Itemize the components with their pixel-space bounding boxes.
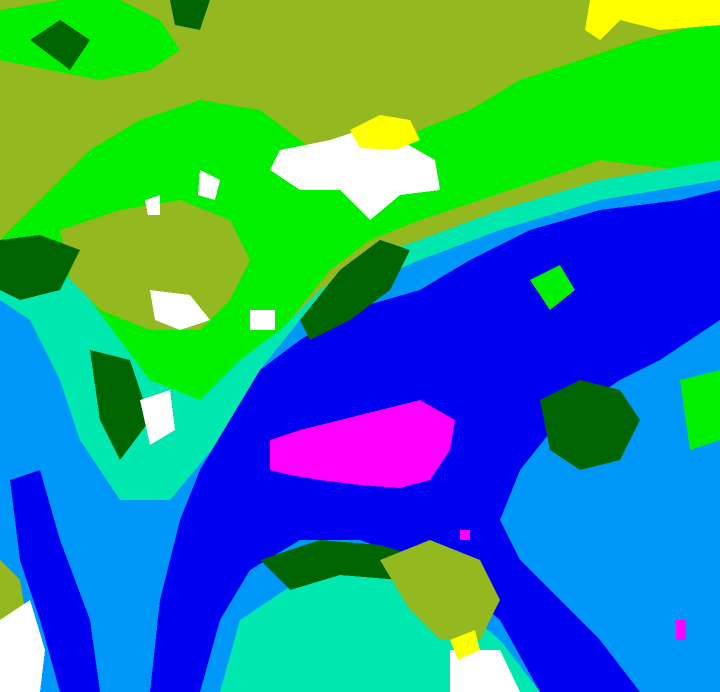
- region-magenta-core: [270, 400, 455, 488]
- region-yellow-top: [350, 115, 420, 150]
- region-olive-lower: [380, 540, 500, 640]
- region-white-top: [270, 130, 440, 220]
- region-dark-green-right: [540, 380, 640, 470]
- region-bright-green-upper: [0, 20, 720, 460]
- region-dark-green-lower: [260, 540, 430, 590]
- region-olive-patches: [60, 200, 250, 330]
- region-dark-green-left: [0, 0, 210, 460]
- region-bright-green-right-island: [530, 265, 720, 450]
- region-yellow-bottom: [450, 630, 480, 660]
- region-dark-green-ridge: [300, 240, 410, 340]
- region-blue-left-streaks: [10, 470, 100, 692]
- region-yellow-topright: [585, 0, 720, 40]
